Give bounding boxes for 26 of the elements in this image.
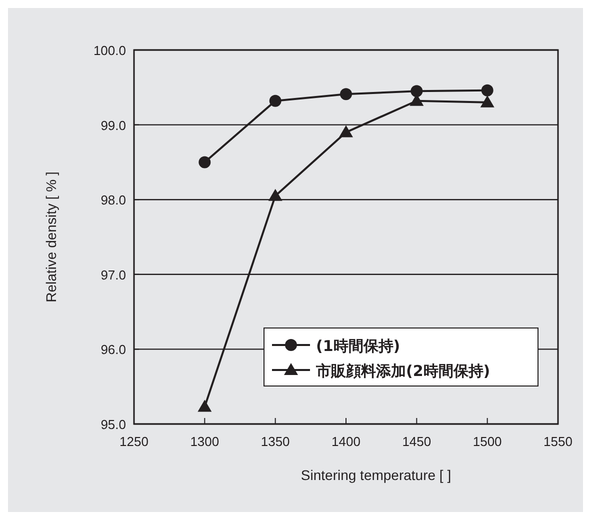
point: [268, 188, 282, 201]
point: [480, 95, 494, 108]
y-tick-label: 99.0: [100, 118, 126, 133]
point: [339, 125, 353, 138]
x-axis-title: Sintering temperature [ ]: [300, 467, 452, 483]
point: [410, 85, 423, 98]
x-tick-label: 1550: [544, 434, 572, 449]
y-tick-label: 96.0: [100, 342, 126, 358]
legend-label: (1時間保持): [316, 337, 400, 355]
point: [481, 84, 494, 96]
legend-label: 市販顔料添加(2時間保持): [315, 362, 490, 380]
x-tick-label: 1500: [472, 434, 502, 449]
point: [269, 94, 282, 107]
point: [198, 156, 211, 168]
x-tick-label: 1350: [260, 434, 290, 449]
y-axis-title: Relative density [ % ]: [43, 172, 59, 302]
x-tick-label: 1300: [190, 434, 220, 449]
x-tick-label: 1450: [402, 434, 432, 449]
x-tick-label: 1250: [120, 434, 148, 449]
x-tick-label: 1400: [332, 434, 360, 449]
point: [340, 88, 352, 100]
y-tick-label: 98.0: [100, 192, 126, 208]
point: [198, 400, 212, 412]
y-tick-label: 95.0: [100, 417, 126, 432]
y-tick-label: 97.0: [100, 267, 126, 282]
y-tick-label: 100.0: [93, 43, 126, 58]
